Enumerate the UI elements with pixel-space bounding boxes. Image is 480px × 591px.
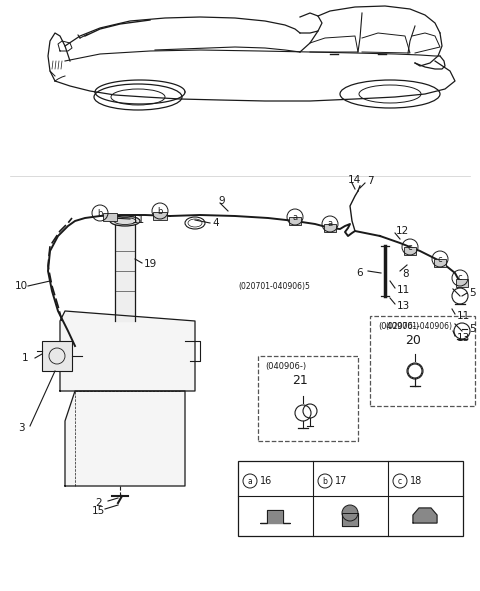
Text: 19: 19 — [144, 259, 157, 269]
Text: 4: 4 — [212, 218, 218, 228]
Text: (020701-040906)5: (020701-040906)5 — [238, 281, 310, 291]
Text: 21: 21 — [292, 375, 308, 388]
Text: 7: 7 — [367, 176, 373, 186]
Circle shape — [342, 505, 358, 521]
Bar — [404, 247, 416, 255]
Text: 11: 11 — [132, 215, 145, 225]
Text: (020701-040906): (020701-040906) — [385, 322, 452, 330]
Text: b: b — [323, 476, 327, 485]
Text: b: b — [97, 209, 103, 217]
Text: 14: 14 — [348, 175, 361, 185]
Text: a: a — [292, 213, 298, 222]
Text: c: c — [398, 476, 402, 485]
Polygon shape — [115, 221, 135, 321]
Text: 6: 6 — [356, 268, 362, 278]
Text: 5: 5 — [469, 324, 476, 334]
Text: a: a — [248, 476, 252, 485]
Bar — [42, 341, 72, 371]
Text: c: c — [438, 255, 442, 264]
Bar — [434, 259, 446, 267]
Ellipse shape — [110, 216, 140, 226]
Text: 9: 9 — [218, 196, 225, 206]
Text: 11: 11 — [457, 311, 470, 321]
Text: 20: 20 — [405, 335, 421, 348]
Text: 11: 11 — [397, 285, 410, 295]
Text: 13: 13 — [397, 301, 410, 311]
Text: 3: 3 — [18, 423, 24, 433]
Bar — [258, 356, 358, 441]
Bar — [153, 212, 167, 220]
Text: 13: 13 — [457, 333, 470, 343]
Text: (040906-): (040906-) — [378, 322, 419, 330]
Text: 15: 15 — [92, 506, 105, 516]
Polygon shape — [260, 510, 290, 523]
Text: b: b — [157, 206, 163, 216]
Polygon shape — [342, 513, 358, 526]
Polygon shape — [60, 311, 195, 391]
Text: 5: 5 — [469, 288, 476, 298]
Bar — [238, 461, 463, 536]
Polygon shape — [413, 508, 437, 523]
Text: 10: 10 — [15, 281, 28, 291]
Bar — [456, 279, 468, 287]
Polygon shape — [65, 391, 185, 486]
Text: a: a — [327, 219, 333, 229]
Text: c: c — [408, 242, 412, 252]
Text: 8: 8 — [402, 269, 408, 279]
Text: 17: 17 — [335, 476, 348, 486]
Bar — [289, 217, 301, 225]
Text: c: c — [458, 274, 462, 282]
Text: 2: 2 — [95, 498, 102, 508]
Bar — [324, 224, 336, 232]
Bar — [103, 213, 117, 221]
Text: 12: 12 — [396, 226, 409, 236]
Bar — [370, 316, 475, 406]
Text: (040906-): (040906-) — [265, 362, 306, 371]
Text: 18: 18 — [410, 476, 422, 486]
Text: 16: 16 — [260, 476, 272, 486]
Text: 1: 1 — [22, 353, 29, 363]
